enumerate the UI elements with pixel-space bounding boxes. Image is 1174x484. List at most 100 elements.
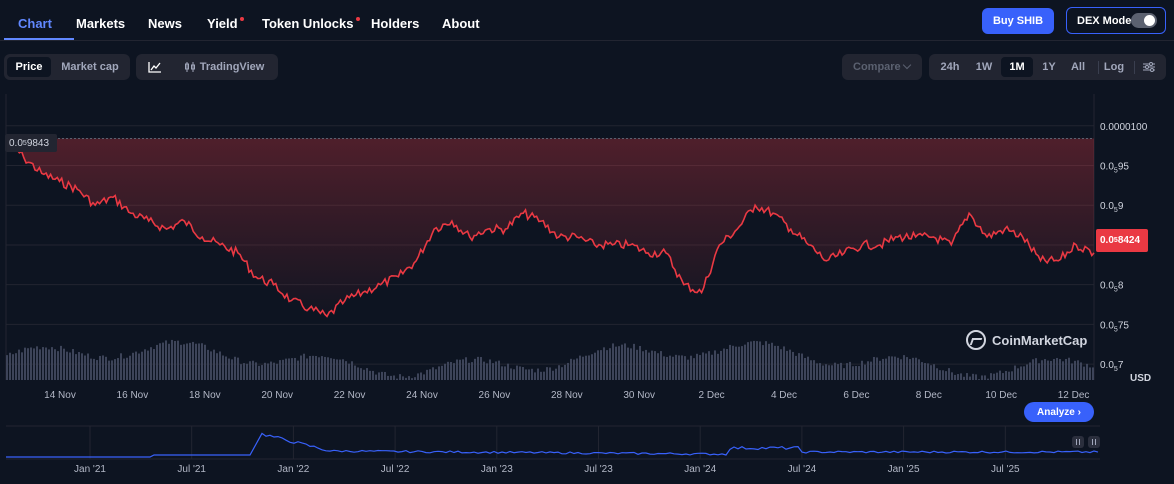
log-scale-button[interactable]: Log [1103,61,1125,73]
tab-chart[interactable]: Chart [18,16,52,31]
volume-bar [165,340,167,380]
volume-bar [570,358,572,380]
volume-bar [906,357,908,380]
line-chart-button[interactable] [140,57,170,77]
tab-markets[interactable]: Markets [76,16,126,31]
volume-bar [531,368,533,380]
tab-token-unlocks[interactable]: Token Unlocks [262,16,360,31]
volume-bar [1005,370,1007,380]
volume-bar [558,365,560,380]
volume-bar [672,356,674,380]
volume-bar [69,352,71,380]
volume-bar [684,356,686,380]
volume-bar [180,344,182,380]
volume-bar [648,352,650,380]
volume-bar [708,351,710,380]
range-navigator[interactable]: Jan '21 Jul '21 Jan '22 Jul '22 Jan '23 Jul '… [0,425,1174,484]
volume-bar [846,363,848,380]
volume-bar [480,357,482,380]
volume-bar [393,375,395,380]
volume-bar [249,361,251,380]
volume-bar [231,359,233,380]
volume-bar [699,355,701,380]
range-1w[interactable]: 1W [975,61,993,73]
volume-bar [753,340,755,380]
volume-bar [87,353,89,380]
range-1y[interactable]: 1Y [1042,61,1056,73]
navigator-right-handle[interactable] [1088,436,1100,448]
volume-bar [783,346,785,380]
volume-bar [465,357,467,380]
chevron-down-icon [902,60,912,70]
volume-bar [192,341,194,380]
volume-bar [525,369,527,380]
currency-label: USD [1130,373,1152,384]
volume-bar [651,350,653,380]
toggle-switch-icon[interactable] [1131,13,1157,28]
volume-bar [867,361,869,380]
volume-bar [723,348,725,380]
y-tick-label: 0.0575 [1100,320,1129,333]
tab-yield[interactable]: Yield [207,16,244,31]
volume-bar [513,369,515,380]
volume-bar [540,371,542,380]
volume-bar [999,370,1001,380]
range-1m[interactable]: 1M [1001,57,1033,77]
volume-bar [957,374,959,380]
compare-dropdown[interactable]: Compare [842,54,922,80]
volume-bar [993,373,995,380]
volume-bar [372,370,374,380]
buy-shib-button[interactable]: Buy SHIB [982,8,1054,34]
volume-bar [1071,363,1073,380]
volume-bar [654,351,656,380]
volume-bar [162,342,164,380]
volume-bar [1026,364,1028,380]
price-tab[interactable]: Price [7,57,51,77]
volume-bar [810,360,812,380]
volume-bar [27,348,29,380]
volume-bar [444,363,446,380]
volume-bar [432,367,434,380]
volume-bar [627,347,629,380]
volume-bar [363,369,365,380]
volume-bar [504,366,506,380]
volume-bar [885,358,887,380]
volume-bar [1035,358,1037,380]
volume-bar [1089,367,1091,380]
range-24h[interactable]: 24h [940,61,960,73]
price-chart[interactable]: 0.0000100 0.0595 0.059 0.058 0.0575 0.057 14 … [0,84,1174,404]
volume-bar [954,374,956,380]
volume-bar [1041,360,1043,380]
volume-bar [945,371,947,380]
tradingview-button[interactable]: TradingView [176,57,272,77]
tab-about[interactable]: About [442,16,480,31]
volume-bar [909,359,911,380]
volume-bar [327,357,329,380]
navigator-left-handle[interactable] [1072,436,1084,448]
candlestick-icon [184,62,195,72]
volume-bar [84,355,86,380]
volume-bar [1086,363,1088,380]
volume-bar [870,361,872,380]
volume-bar [1083,366,1085,380]
volume-bar [618,346,620,380]
volume-bar [267,363,269,380]
tab-news[interactable]: News [148,16,182,31]
dex-mode-toggle[interactable]: DEX Mode [1066,7,1166,34]
tab-holders[interactable]: Holders [371,16,420,31]
range-all[interactable]: All [1070,61,1086,73]
analyze-button[interactable]: Analyze › [1024,402,1094,422]
volume-bar [435,369,437,380]
volume-bar [678,355,680,380]
volume-bar [1068,357,1070,380]
volume-bar [1032,359,1034,380]
x-tick-label: 14 Nov [44,390,76,401]
volume-bar [96,360,98,380]
volume-bar [873,356,875,380]
volume-bar [765,341,767,380]
volume-bar [666,356,668,380]
market-cap-tab[interactable]: Market cap [61,61,119,73]
chart-style-switch: TradingView [136,54,278,80]
volume-bar [462,359,464,380]
settings-button[interactable] [1135,57,1163,77]
